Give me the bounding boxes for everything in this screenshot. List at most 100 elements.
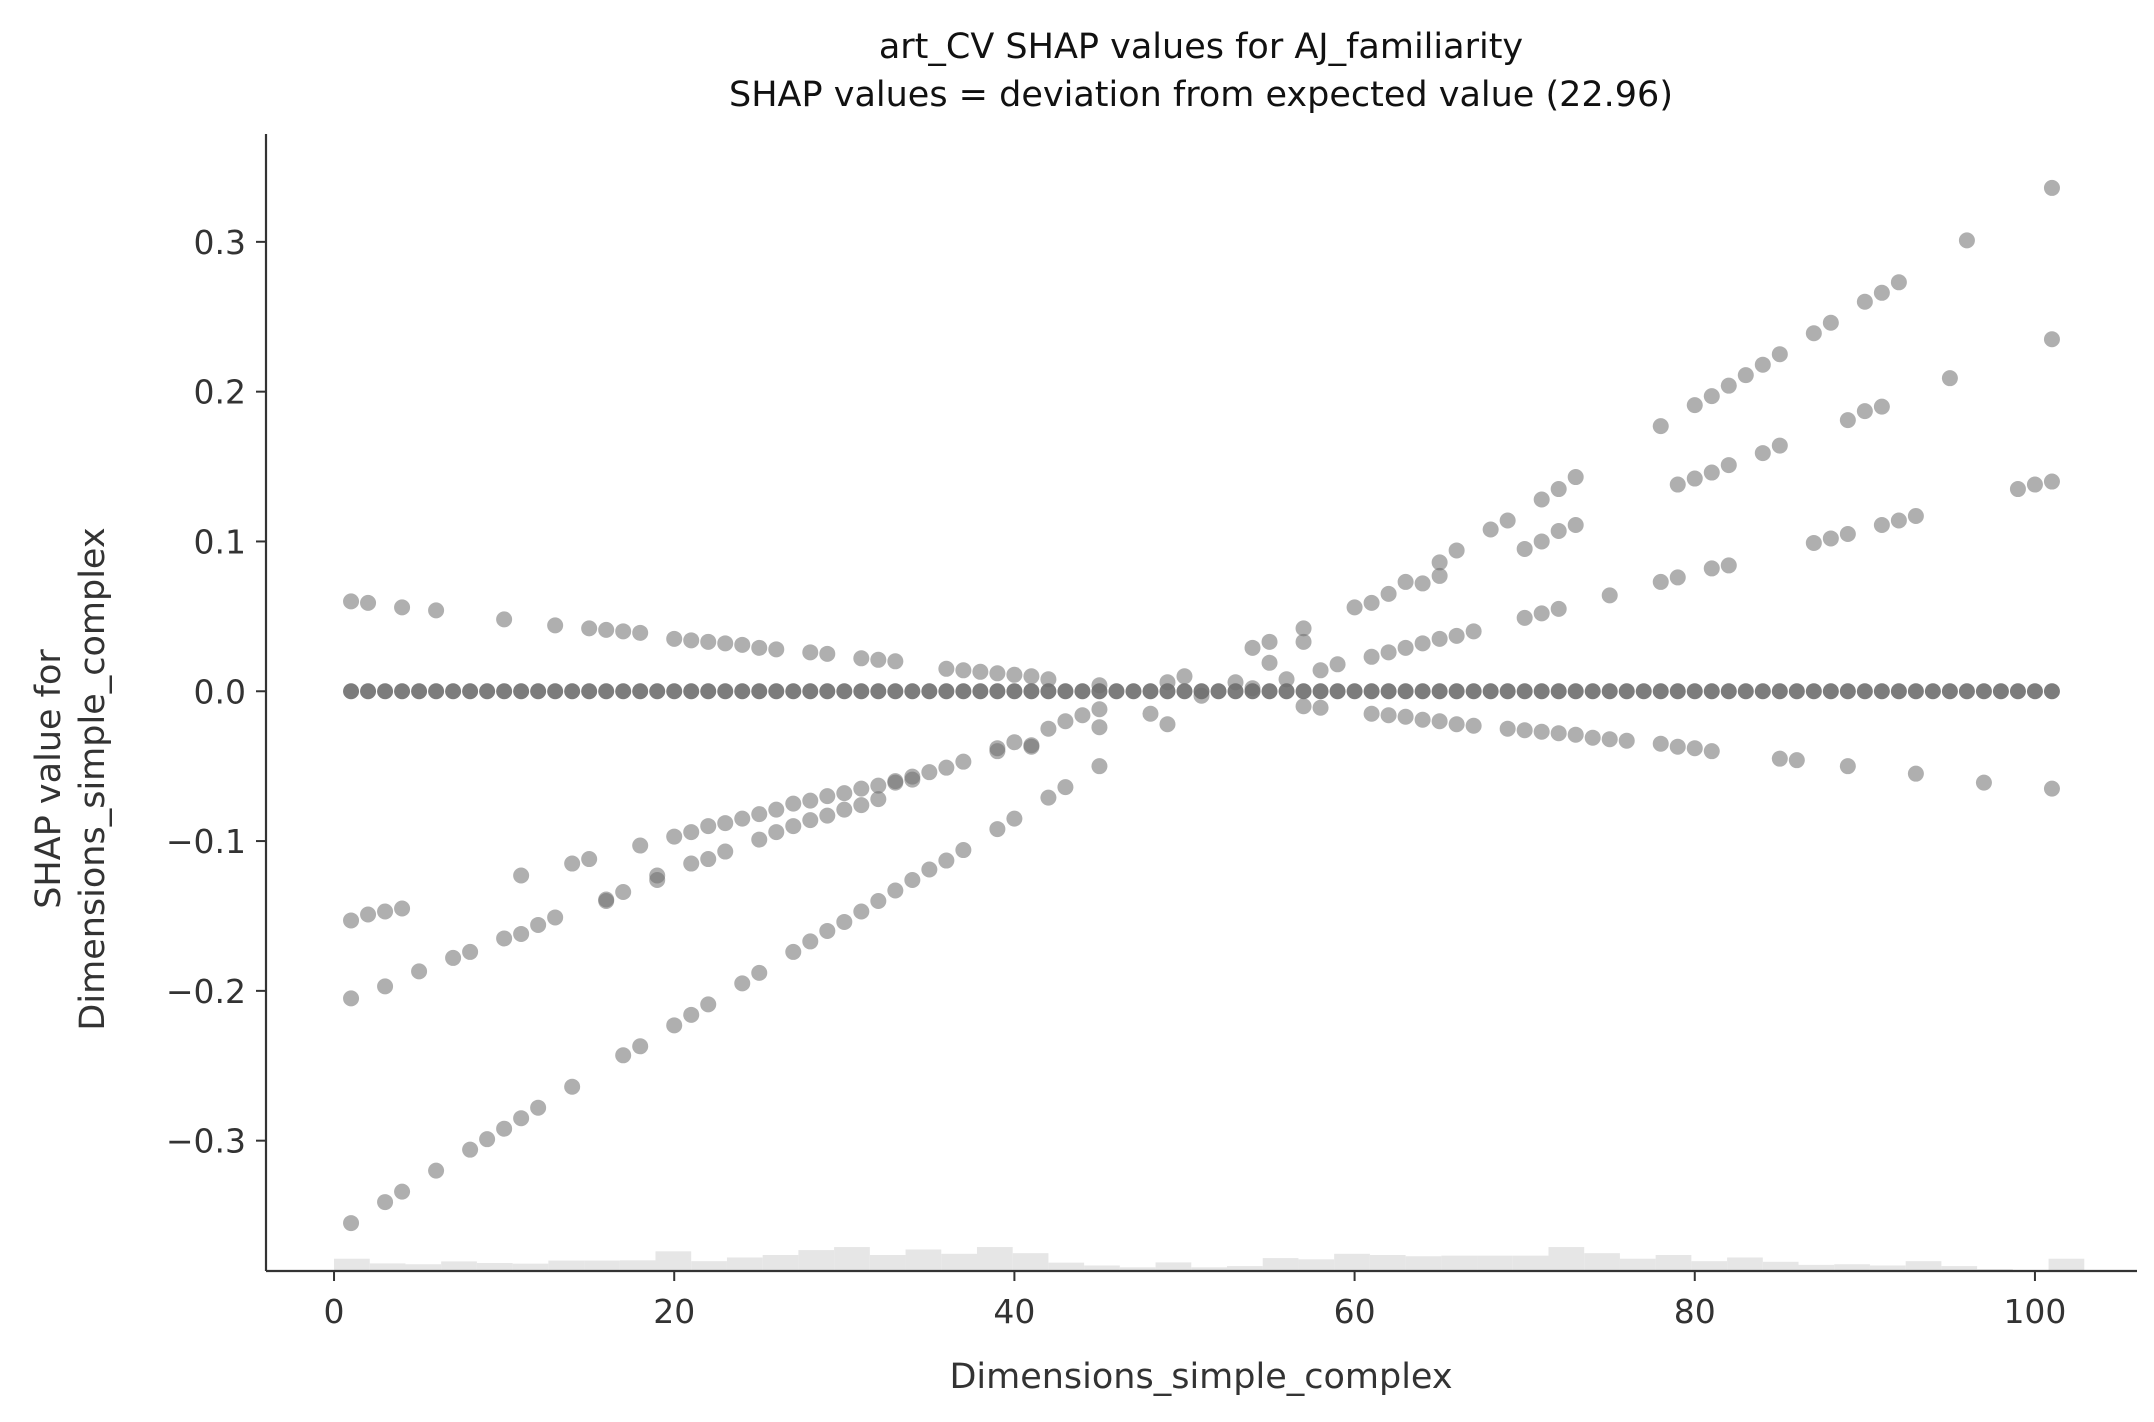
shap-point <box>411 683 428 700</box>
shap-point <box>649 867 666 884</box>
y-axis-label-line-1: SHAP value for <box>29 649 69 909</box>
histogram-bar <box>619 1260 656 1271</box>
shap-point <box>819 788 836 805</box>
shap-point <box>819 807 836 824</box>
shap-point <box>1278 683 1295 700</box>
y-tick-label: 0.0 <box>194 672 246 711</box>
shap-point <box>836 801 853 818</box>
shap-point <box>989 683 1006 700</box>
shap-point <box>870 651 887 668</box>
x-tick-label: 60 <box>1334 1292 1376 1331</box>
shap-point <box>343 1215 360 1232</box>
shap-point <box>1465 623 1482 640</box>
shap-point <box>394 1183 411 1200</box>
shap-point <box>1142 683 1159 700</box>
histogram-bar <box>1512 1255 1549 1271</box>
shap-point <box>513 925 530 942</box>
shap-point <box>1091 758 1108 775</box>
shap-point <box>1499 683 1516 700</box>
histogram-bar <box>476 1263 513 1271</box>
shap-point <box>870 683 887 700</box>
shap-point <box>1278 671 1295 688</box>
shap-point <box>1686 397 1703 414</box>
shap-point <box>1550 481 1567 498</box>
shap-point <box>1652 683 1669 700</box>
shap-point <box>1397 639 1414 656</box>
shap-point <box>1261 633 1278 650</box>
shap-point <box>904 872 921 889</box>
shap-point <box>751 964 768 981</box>
shap-point <box>768 683 785 700</box>
shap-point <box>1006 683 1023 700</box>
shap-point <box>1652 418 1669 435</box>
histogram-bar <box>1869 1265 1906 1271</box>
shap-point <box>1040 720 1057 737</box>
shap-point <box>1686 470 1703 487</box>
shap-point <box>1040 671 1057 688</box>
shap-point <box>921 764 938 781</box>
shap-point <box>819 645 836 662</box>
shap-point <box>683 824 700 841</box>
x-ticks: 0 20 40 60 80 100 <box>324 1271 2066 1331</box>
shap-point <box>1533 533 1550 550</box>
shap-point <box>1907 507 1924 524</box>
shap-point <box>1023 668 1040 685</box>
histogram-bar <box>1477 1255 1513 1271</box>
shap-point <box>1295 698 1312 715</box>
shap-point <box>785 943 802 960</box>
shap-point <box>751 806 768 823</box>
x-tick-label: 0 <box>324 1292 345 1331</box>
shap-point <box>1703 464 1720 481</box>
shap-point <box>1822 683 1839 700</box>
shap-point <box>1652 735 1669 752</box>
histogram-bar <box>1227 1266 1263 1271</box>
shap-point <box>2009 481 2026 498</box>
shap-point <box>802 933 819 950</box>
shap-point <box>1448 716 1465 733</box>
shap-point <box>1873 516 1890 533</box>
y-tick-label: −0.3 <box>166 1122 246 1161</box>
shap-point <box>1720 377 1737 394</box>
shap-point <box>904 771 921 788</box>
shap-point <box>734 810 751 827</box>
histogram-bar <box>1941 1266 1978 1271</box>
shap-point <box>1737 683 1754 700</box>
shap-point <box>1737 367 1754 384</box>
shap-point <box>1142 705 1159 722</box>
shap-point <box>1448 542 1465 559</box>
shap-point <box>513 1110 530 1127</box>
shap-point <box>887 774 904 791</box>
shap-point <box>1448 683 1465 700</box>
histogram-bar <box>1369 1255 1406 1271</box>
histogram-bar <box>976 1247 1013 1271</box>
shap-point <box>462 683 479 700</box>
shap-point <box>615 683 632 700</box>
shap-point <box>343 593 360 610</box>
shap-point <box>1754 445 1771 462</box>
shap-point <box>700 851 717 868</box>
shap-point <box>1227 674 1244 691</box>
shap-point <box>1380 683 1397 700</box>
shap-point <box>666 1017 683 1034</box>
shap-point <box>632 1038 649 1055</box>
shap-point <box>1907 765 1924 782</box>
shap-point <box>1975 683 1992 700</box>
shap-point <box>1261 683 1278 700</box>
shap-point <box>1159 674 1176 691</box>
shap-point <box>1465 717 1482 734</box>
shap-point <box>1873 398 1890 415</box>
shap-point <box>751 639 768 656</box>
shap-point <box>751 831 768 848</box>
histogram-bar <box>1262 1258 1299 1271</box>
shap-point <box>853 650 870 667</box>
shap-point <box>462 1141 479 1158</box>
y-tick-label: 0.2 <box>194 373 246 412</box>
shap-point <box>496 930 513 947</box>
shap-point <box>1618 732 1635 749</box>
histogram-bar <box>869 1255 906 1271</box>
y-tick-label: −0.1 <box>166 822 246 861</box>
shap-point <box>1295 633 1312 650</box>
y-tick-label: 0.3 <box>194 223 246 262</box>
chart-title: art_CV SHAP values for AJ_familiarity <box>879 27 1523 67</box>
